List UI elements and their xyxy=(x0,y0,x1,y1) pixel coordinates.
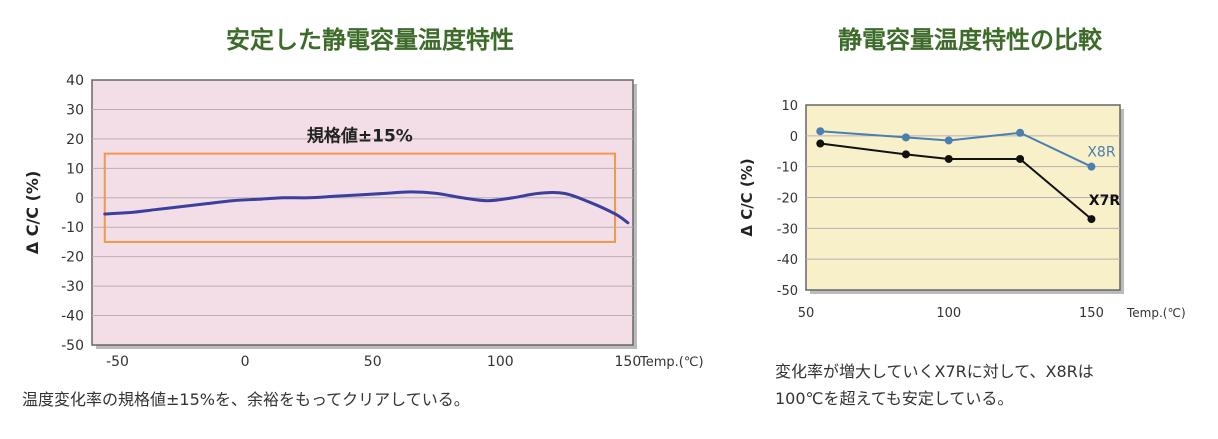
y-tick-label: 30 xyxy=(66,102,84,118)
x-axis-label: Temp.(℃) xyxy=(639,355,704,370)
y-tick-label: -30 xyxy=(61,279,84,295)
y-tick-label: 10 xyxy=(66,161,84,177)
x-tick-label: -50 xyxy=(106,354,129,370)
y-tick-label: -40 xyxy=(61,309,84,325)
y-tick-label: 20 xyxy=(66,132,84,148)
right-chart-title: 静電容量温度特性の比較 xyxy=(838,26,1102,54)
series-line-main xyxy=(103,190,630,225)
left-chart-title: 安定した静電容量温度特性 xyxy=(226,26,514,54)
x-tick-label: 150 xyxy=(615,354,642,370)
x-tick-label: 0 xyxy=(241,354,250,370)
y-axis-label: Δ C/C (%) xyxy=(23,171,42,255)
y-tick-label: 40 xyxy=(66,73,84,89)
left-caption: 温度変化率の規格値±15%を、余裕をもってクリアしている。 xyxy=(22,390,470,409)
y-tick-label: -10 xyxy=(61,220,84,236)
y-tick-label: -20 xyxy=(61,250,84,266)
x-tick-label: 100 xyxy=(487,354,514,370)
x-tick-label: 50 xyxy=(364,354,382,370)
spec-band xyxy=(103,152,617,243)
right-caption-line1: 変化率が増大していくX7Rに対して、X8Rは xyxy=(775,362,1094,381)
y-tick-label: -50 xyxy=(61,338,84,354)
spec-band-label: 規格値±15% xyxy=(307,126,413,147)
plot-area xyxy=(91,79,634,346)
y-tick-label: 0 xyxy=(75,191,84,207)
right-caption-line2: 100℃を超えても安定している。 xyxy=(775,389,1014,408)
